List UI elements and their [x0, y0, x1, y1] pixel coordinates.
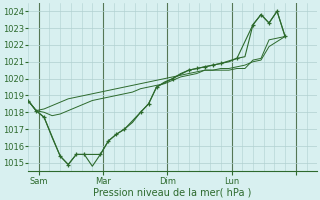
X-axis label: Pression niveau de la mer( hPa ): Pression niveau de la mer( hPa )	[93, 187, 252, 197]
